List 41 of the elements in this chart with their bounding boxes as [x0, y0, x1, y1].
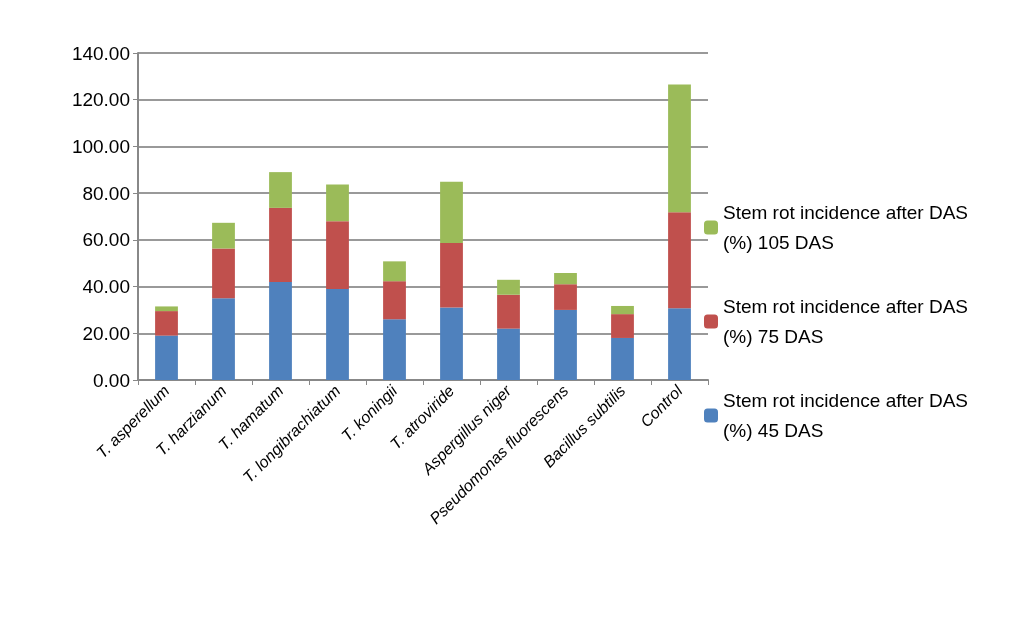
bar [269, 207, 292, 282]
bar [383, 261, 406, 282]
bar [326, 184, 349, 222]
bar [155, 335, 178, 380]
y-tick-label: 60.00 [82, 229, 130, 251]
bar [212, 222, 235, 249]
bar [326, 288, 349, 380]
bar [554, 284, 577, 310]
bar [440, 181, 463, 243]
y-tick-label: 80.00 [82, 182, 130, 204]
bar [383, 319, 406, 380]
bar [554, 309, 577, 380]
bar [155, 306, 178, 312]
y-tick-label: 100.00 [71, 135, 130, 157]
bar [554, 273, 577, 285]
y-tick-label: 120.00 [71, 89, 130, 111]
y-tick-label: 140.00 [71, 42, 130, 64]
bar [497, 279, 520, 295]
bar [611, 337, 634, 380]
bar [269, 172, 292, 208]
bar [611, 305, 634, 315]
bar [497, 294, 520, 329]
bar [440, 242, 463, 308]
legend-label: Stem rot incidence after DAS (%) 105 DAS [723, 202, 974, 253]
y-tick-label: 20.00 [82, 322, 130, 344]
legend-label: Stem rot incidence after DAS (%) 75 DAS [723, 296, 974, 347]
bar [668, 308, 691, 380]
bar [668, 212, 691, 309]
bar [326, 221, 349, 289]
bar [212, 298, 235, 380]
y-tick-label: 0.00 [93, 369, 130, 391]
bar [155, 311, 178, 336]
bar [440, 307, 463, 380]
legend-label: Stem rot incidence after DAS (%) 45 DAS [723, 390, 974, 441]
bar [497, 328, 520, 380]
bar [668, 84, 691, 213]
bar [611, 314, 634, 338]
bar [212, 248, 235, 299]
bar [269, 281, 292, 380]
y-tick-label: 40.00 [82, 276, 130, 298]
bar [383, 281, 406, 320]
